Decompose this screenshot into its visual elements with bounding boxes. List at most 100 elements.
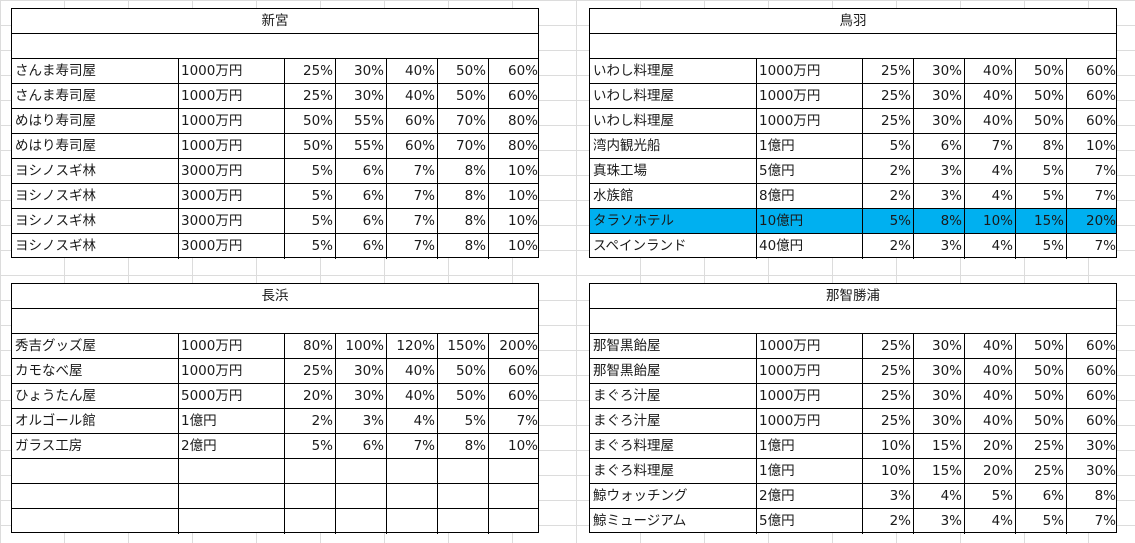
cell-business-name[interactable]: さんま寿司屋 xyxy=(12,59,179,83)
cell-rate-5[interactable]: 60% xyxy=(1085,413,1116,429)
cell-rate-3[interactable] xyxy=(387,484,438,508)
table-row[interactable]: めはり寿司屋 1000万円 50% 55% 60% 70% 80% xyxy=(12,134,538,159)
cell-rate-5[interactable]: 7% xyxy=(516,413,538,429)
cell-rate-2[interactable]: 30% xyxy=(336,359,387,383)
cell-rate-1[interactable]: 25% xyxy=(285,59,336,83)
cell-rate-5[interactable]: 80% xyxy=(507,138,538,154)
cell-rate-2[interactable]: 6% xyxy=(336,159,387,183)
cell-rate-5[interactable]: 60% xyxy=(507,388,538,404)
cell-rate-2[interactable]: 3% xyxy=(336,409,387,433)
cell-investment[interactable]: 1000万円 xyxy=(179,84,285,108)
cell-investment[interactable]: 1億円 xyxy=(757,434,863,458)
cell-rate-4[interactable]: 150% xyxy=(438,334,489,358)
cell-rate-4[interactable]: 50% xyxy=(1016,334,1067,358)
cell-investment[interactable]: 1000万円 xyxy=(757,409,863,433)
cell-investment[interactable]: 5000万円 xyxy=(179,384,285,408)
cell-rate-3[interactable] xyxy=(387,509,438,534)
cell-rate-4[interactable]: 5% xyxy=(1016,184,1067,208)
cell-rate-2[interactable]: 30% xyxy=(914,109,965,133)
cell-rate-2[interactable]: 3% xyxy=(914,509,965,534)
cell-rate-4[interactable]: 25% xyxy=(1016,459,1067,483)
cell-rate-4[interactable]: 50% xyxy=(1016,359,1067,383)
cell-rate-4[interactable]: 5% xyxy=(438,409,489,433)
cell-rate-3[interactable]: 4% xyxy=(965,159,1016,183)
cell-rate-2[interactable]: 3% xyxy=(914,159,965,183)
cell-rate-5[interactable] xyxy=(489,484,540,508)
cell-business-name[interactable]: 鯨ウォッチング xyxy=(590,484,757,508)
cell-rate-2[interactable]: 100% xyxy=(336,334,387,358)
cell-rate-3[interactable]: 60% xyxy=(387,109,438,133)
cell-rate-2[interactable]: 30% xyxy=(336,384,387,408)
cell-investment[interactable]: 8億円 xyxy=(757,184,863,208)
cell-rate-1[interactable]: 5% xyxy=(285,209,336,233)
cell-rate-5[interactable]: 10% xyxy=(507,188,538,204)
cell-rate-3[interactable]: 4% xyxy=(387,409,438,433)
cell-rate-3[interactable]: 7% xyxy=(387,209,438,233)
header-blank-row[interactable] xyxy=(590,34,1116,59)
cell-rate-1[interactable]: 3% xyxy=(863,484,914,508)
table-title[interactable]: 長浜 xyxy=(12,284,538,309)
cell-rate-2[interactable]: 30% xyxy=(336,84,387,108)
cell-rate-1[interactable]: 25% xyxy=(863,109,914,133)
cell-investment[interactable]: 1000万円 xyxy=(757,334,863,358)
cell-investment[interactable]: 1000万円 xyxy=(757,359,863,383)
cell-rate-2[interactable]: 30% xyxy=(914,59,965,83)
cell-business-name[interactable]: 那智黒飴屋 xyxy=(590,334,757,358)
cell-rate-2[interactable]: 55% xyxy=(336,109,387,133)
cell-rate-4[interactable]: 50% xyxy=(438,59,489,83)
cell-rate-3[interactable]: 20% xyxy=(965,434,1016,458)
cell-rate-1[interactable]: 50% xyxy=(285,134,336,158)
header-blank-row[interactable] xyxy=(12,309,538,334)
cell-rate-2[interactable]: 30% xyxy=(914,359,965,383)
cell-rate-4[interactable]: 5% xyxy=(1016,234,1067,259)
cell-investment[interactable]: 1億円 xyxy=(179,409,285,433)
cell-rate-5[interactable]: 7% xyxy=(1094,163,1116,179)
cell-rate-2[interactable]: 3% xyxy=(914,184,965,208)
cell-rate-5[interactable]: 8% xyxy=(1094,488,1116,504)
cell-rate-5[interactable]: 60% xyxy=(507,63,538,79)
cell-rate-1[interactable]: 25% xyxy=(863,384,914,408)
table-row[interactable]: 那智黒飴屋 1000万円 25% 30% 40% 50% 60% xyxy=(590,359,1116,384)
table-row[interactable] xyxy=(12,509,538,534)
cell-rate-1[interactable]: 25% xyxy=(863,409,914,433)
cell-business-name[interactable]: ヨシノスギ林 xyxy=(12,159,179,183)
cell-investment[interactable]: 1000万円 xyxy=(179,359,285,383)
cell-rate-3[interactable]: 40% xyxy=(965,409,1016,433)
cell-investment[interactable]: 1000万円 xyxy=(179,109,285,133)
cell-rate-4[interactable]: 5% xyxy=(1016,509,1067,534)
cell-rate-3[interactable]: 20% xyxy=(965,459,1016,483)
cell-rate-1[interactable]: 5% xyxy=(863,209,914,233)
cell-investment[interactable] xyxy=(179,459,285,483)
cell-business-name[interactable]: まぐろ汁屋 xyxy=(590,384,757,408)
cell-rate-1[interactable]: 2% xyxy=(863,234,914,259)
cell-rate-5[interactable]: 60% xyxy=(507,363,538,379)
cell-rate-1[interactable]: 5% xyxy=(285,434,336,458)
cell-business-name[interactable] xyxy=(12,484,179,508)
cell-business-name[interactable]: ひょうたん屋 xyxy=(12,384,179,408)
table-row[interactable]: ひょうたん屋 5000万円 20% 30% 40% 50% 60% xyxy=(12,384,538,409)
cell-rate-2[interactable]: 4% xyxy=(914,484,965,508)
table-row[interactable]: 秀吉グッズ屋 1000万円 80% 100% 120% 150% 200% xyxy=(12,334,538,359)
cell-rate-3[interactable]: 7% xyxy=(387,234,438,259)
cell-rate-3[interactable]: 40% xyxy=(387,359,438,383)
cell-rate-2[interactable]: 30% xyxy=(914,334,965,358)
table-title[interactable]: 那智勝浦 xyxy=(590,284,1116,309)
cell-rate-4[interactable]: 8% xyxy=(438,184,489,208)
table-row[interactable]: タラソホテル 10億円 5% 8% 10% 15% 20% xyxy=(590,209,1116,234)
cell-business-name[interactable]: いわし料理屋 xyxy=(590,109,757,133)
cell-rate-4[interactable]: 6% xyxy=(1016,484,1067,508)
cell-rate-2[interactable]: 6% xyxy=(336,184,387,208)
cell-rate-2[interactable]: 15% xyxy=(914,434,965,458)
cell-rate-1[interactable]: 25% xyxy=(863,59,914,83)
cell-rate-1[interactable]: 5% xyxy=(863,134,914,158)
table-row[interactable] xyxy=(12,484,538,509)
cell-rate-5[interactable]: 7% xyxy=(1094,513,1116,529)
cell-rate-1[interactable]: 5% xyxy=(285,159,336,183)
cell-business-name[interactable]: まぐろ料理屋 xyxy=(590,459,757,483)
cell-business-name[interactable]: スペインランド xyxy=(590,234,757,259)
cell-rate-3[interactable]: 40% xyxy=(965,109,1016,133)
cell-rate-5[interactable]: 30% xyxy=(1085,438,1116,454)
cell-rate-3[interactable]: 7% xyxy=(965,134,1016,158)
cell-investment[interactable]: 3000万円 xyxy=(179,159,285,183)
table-row[interactable]: まぐろ料理屋 1億円 10% 15% 20% 25% 30% xyxy=(590,434,1116,459)
